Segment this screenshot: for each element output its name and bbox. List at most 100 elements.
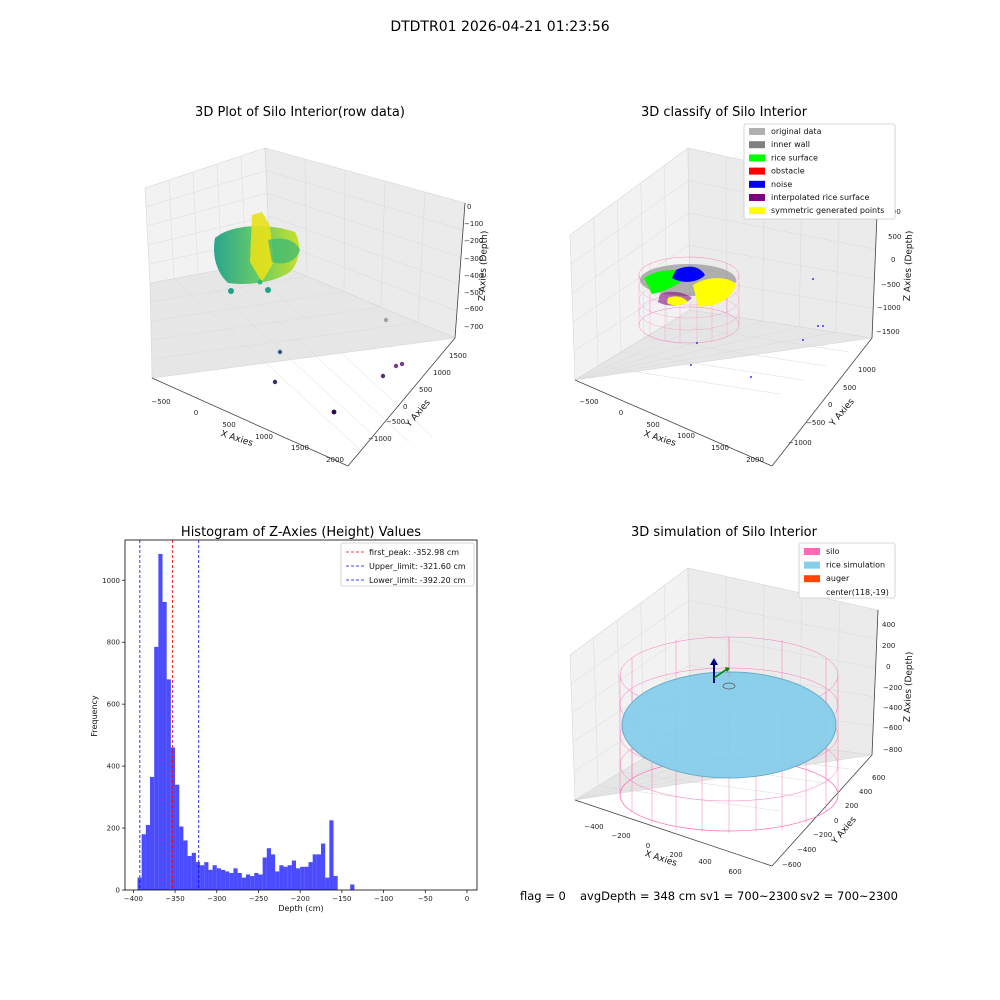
histogram-bar xyxy=(329,820,334,890)
classify-legend-label: inner wall xyxy=(771,140,810,149)
histogram-bar xyxy=(245,874,251,890)
histogram-bar xyxy=(308,862,313,890)
simulation-legend-swatch xyxy=(804,561,820,569)
histogram-y-tick-label: 0 xyxy=(116,887,120,895)
raw-y-tick: 500 xyxy=(419,386,432,394)
histogram-x-ticks: −400 −350 −300 −250 −200 −150 −100 −50 0 xyxy=(124,890,469,903)
classify-legend: original data inner wall rice surface obsta… xyxy=(743,123,896,220)
histogram-y-tick-label: 400 xyxy=(107,763,120,771)
panel-classify: 3D classify of Silo Interior −500 0 500 … xyxy=(569,105,915,467)
histogram-bar xyxy=(166,679,171,890)
raw-x-tick: 0 xyxy=(194,409,198,417)
classify-z-tick: −1000 xyxy=(877,304,901,312)
simulation-legend-label: silo xyxy=(826,547,840,556)
histogram-y-ticks: 0 200 400 600 800 1000 xyxy=(102,577,125,895)
histogram-bar xyxy=(200,865,205,890)
histogram-bar xyxy=(287,865,292,890)
raw-z-tick: −300 xyxy=(464,255,483,263)
histogram-bar xyxy=(321,843,326,890)
simulation-x-ticks: −400 −200 0 200 400 600 xyxy=(584,823,741,876)
histogram-bar xyxy=(316,854,322,890)
simulation-x-tick: 200 xyxy=(669,851,682,859)
simulation-z-label: Z Axies (Depth) xyxy=(903,652,915,723)
histogram-bar xyxy=(162,601,167,890)
classify-y-tick: 0 xyxy=(828,401,832,409)
histogram-bar xyxy=(183,840,188,890)
classify-z-label: Z Axies (Depth) xyxy=(903,231,915,302)
histogram-bar xyxy=(175,784,180,890)
histogram-bar xyxy=(250,876,255,890)
histogram-x-tick-label: −100 xyxy=(374,895,393,903)
histogram-y-tick-label: 600 xyxy=(107,701,120,709)
classify-x-tick: 1000 xyxy=(677,432,695,440)
histogram-bar xyxy=(333,876,338,890)
simulation-z-ticks: 400 200 0 −200 −400 −600 −800 xyxy=(882,621,902,754)
histogram-bar xyxy=(254,872,259,890)
histogram-x-tick-label: −250 xyxy=(249,895,268,903)
simulation-y-tick: −400 xyxy=(797,846,816,854)
classify-legend-swatch xyxy=(749,194,765,201)
histogram-y-tick-label: 200 xyxy=(107,825,120,833)
histogram-title: Histogram of Z-Axies (Height) Values xyxy=(181,525,421,540)
figure-suptitle: DTDTR01 2026-04-21 01:23:56 xyxy=(390,19,609,35)
classify-y-tick: −500 xyxy=(806,419,825,427)
simulation-y-tick: 400 xyxy=(859,788,872,796)
histogram-bar xyxy=(283,866,288,890)
classify-title: 3D classify of Silo Interior xyxy=(641,105,808,120)
classify-legend-swatch xyxy=(749,207,765,215)
classify-x-tick: 0 xyxy=(619,409,623,417)
simulation-legend-label: auger xyxy=(826,574,850,583)
raw-z-tick: −500 xyxy=(464,289,483,297)
classify-legend-swatch xyxy=(749,167,765,175)
histogram-bar xyxy=(325,877,330,890)
raw-z-tick: −100 xyxy=(464,220,483,228)
simulation-x-tick: −400 xyxy=(584,823,603,831)
flag-text: flag = 0 xyxy=(520,889,566,903)
simulation-y-tick: −600 xyxy=(782,861,801,869)
histogram-x-tick-label: 0 xyxy=(465,895,469,903)
simulation-x-tick: 0 xyxy=(646,842,650,850)
simulation-legend-swatch xyxy=(804,548,820,555)
raw-x-tick: 2000 xyxy=(326,456,344,464)
classify-y-tick: 500 xyxy=(843,384,856,392)
histogram-bar xyxy=(179,826,184,890)
raw-z-label: Z Axies (Depth) xyxy=(478,231,490,302)
classify-z-tick: 500 xyxy=(888,233,901,241)
simulation-y-tick: −200 xyxy=(813,831,832,839)
histogram-x-tick-label: −300 xyxy=(207,895,226,903)
histogram-bar xyxy=(300,866,305,890)
raw-z-tick: −400 xyxy=(464,272,483,280)
sv1-text: sv1 = 700~2300 xyxy=(700,889,798,903)
histogram-bar xyxy=(275,871,280,890)
classify-y-tick: 1000 xyxy=(858,366,876,374)
histogram-legend-label: Upper_limit: -321.60 cm xyxy=(369,562,466,571)
simulation-legend: silo rice simulation auger center(118,-19) xyxy=(798,542,896,599)
histogram-legend-label: Lower_limit: -392.20 cm xyxy=(369,576,466,585)
classify-legend-swatch xyxy=(749,154,765,162)
histogram-bar xyxy=(212,865,217,890)
raw-point-cloud xyxy=(214,212,405,415)
raw-y-tick: −1000 xyxy=(368,435,392,443)
histogram-bar xyxy=(258,874,263,890)
raw-x-label: X Axies xyxy=(219,429,254,449)
raw-y-tick: 1500 xyxy=(449,352,467,360)
histogram-bar xyxy=(233,868,238,890)
classify-point-cloud xyxy=(638,256,824,378)
raw-x-ticks: −500 0 500 1000 1500 2000 xyxy=(151,398,344,464)
histogram-bar xyxy=(150,776,155,890)
raw-3d-box xyxy=(144,147,466,467)
simulation-legend-swatch xyxy=(804,575,820,583)
raw-z-ticks: 0 −100 −200 −300 −400 −500 −600 −700 xyxy=(464,203,483,331)
classify-legend-label: obstacle xyxy=(771,167,805,176)
classify-y-ticks: 1000 500 0 −500 −1000 xyxy=(788,366,876,447)
raw-x-tick: −500 xyxy=(151,398,170,406)
simulation-z-tick: −400 xyxy=(883,704,902,712)
histogram-bar xyxy=(187,855,192,890)
histogram-bar xyxy=(137,877,142,890)
raw-z-tick: −700 xyxy=(464,323,483,331)
histogram-bar xyxy=(225,871,230,890)
histogram-bar xyxy=(304,866,309,890)
simulation-z-tick: 400 xyxy=(882,621,895,629)
simulation-title: 3D simulation of Silo Interior xyxy=(631,525,818,540)
classify-x-tick: 2000 xyxy=(746,456,764,464)
